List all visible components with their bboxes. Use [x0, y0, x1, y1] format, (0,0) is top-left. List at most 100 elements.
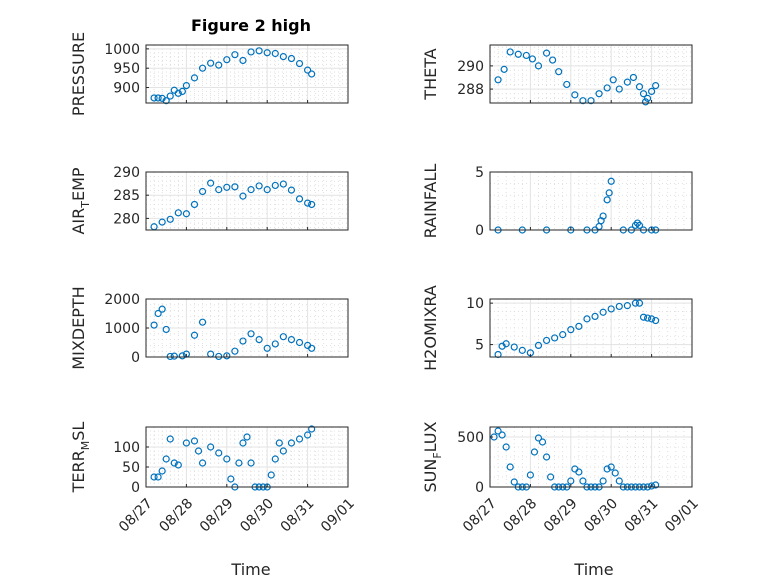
data-point [502, 340, 510, 348]
data-point [494, 76, 502, 84]
figure-title: Figure 2 high [191, 16, 311, 35]
y-axis-label: PRESSURE [69, 32, 88, 116]
y-tick-label: 290 [113, 165, 140, 181]
air-temp-axes: 280 285 290 AIRTEMP [69, 165, 349, 235]
data-point [308, 425, 316, 433]
sun-flux-axes: 0 500 08/27 08/28 08/29 08/30 08/31 09/01 SUNFLU… [421, 421, 702, 535]
data-point [510, 478, 518, 486]
data-point [247, 48, 255, 56]
data-point [304, 66, 312, 74]
data-point [263, 186, 271, 194]
rainfall-axes: 0 5 RAINFALL [421, 164, 693, 239]
x-tick-label: 08/27 [116, 496, 156, 536]
data-point [279, 447, 287, 455]
data-point [158, 305, 166, 313]
pressure-axes: 900 950 1000 PRESSURE [69, 32, 349, 116]
h2omixra-axes: 5 10 H2OMIXRA [421, 285, 693, 371]
data-point [271, 49, 279, 58]
data-point [607, 305, 615, 313]
data-point [615, 477, 623, 485]
data-point [227, 475, 235, 483]
data-point [591, 312, 599, 320]
data-point [279, 180, 287, 188]
data-point [542, 49, 551, 57]
grid [145, 298, 349, 358]
data-point [207, 59, 215, 67]
x-axis-label-left: Time [230, 560, 270, 579]
data-point [198, 318, 207, 326]
x-tick-label: 08/29 [197, 496, 237, 536]
data-point [247, 459, 255, 467]
data-point [295, 195, 304, 203]
axes-frame [145, 44, 349, 104]
x-tick-label: 08/27 [460, 496, 500, 536]
data-point [506, 48, 514, 56]
x-axis-label-right: Time [573, 560, 613, 579]
data-point [239, 56, 247, 65]
x-tick-label: 08/30 [581, 496, 621, 536]
y-tick-label: 0 [475, 480, 484, 496]
data-point [500, 65, 508, 73]
data-point [154, 94, 162, 102]
data-point [215, 352, 223, 361]
x-tick-label: 09/01 [662, 496, 702, 536]
data-point [223, 183, 231, 191]
data-point [243, 433, 251, 441]
data-point [295, 59, 304, 68]
data-point [652, 81, 660, 90]
data-point [551, 334, 559, 342]
grid [489, 426, 693, 488]
data-point [170, 352, 178, 360]
data-point [267, 471, 275, 479]
y-axis-label: RAINFALL [421, 164, 440, 239]
data-point [215, 186, 223, 194]
data-point [166, 215, 174, 223]
y-tick-label: 285 [113, 188, 140, 204]
data-point [287, 336, 296, 344]
data-point [615, 85, 623, 93]
data-point [235, 459, 243, 467]
data-point [162, 325, 170, 334]
y-tick-label: 500 [457, 430, 484, 446]
data-point [494, 350, 502, 359]
data-point [190, 331, 199, 339]
data-point [308, 200, 316, 209]
data-point [549, 56, 557, 64]
theta-axes: 288 290 THETA [421, 44, 693, 106]
data-point [247, 186, 255, 194]
y-tick-label: 0 [131, 350, 140, 366]
data-point [647, 87, 656, 96]
data-point [271, 340, 279, 348]
data-point [635, 221, 644, 229]
y-tick-label: 288 [457, 82, 484, 98]
data-series [494, 299, 660, 359]
data-point [623, 302, 631, 310]
y-tick-label: 10 [466, 296, 484, 312]
data-point [287, 439, 296, 447]
data-point [174, 89, 182, 97]
data-point [166, 352, 174, 361]
data-point [255, 47, 263, 55]
x-tick-label: 08/30 [237, 496, 277, 536]
data-point [534, 341, 543, 349]
data-point [502, 443, 510, 451]
data-point [615, 302, 623, 311]
data-point [190, 74, 199, 82]
data-point [571, 91, 579, 99]
axes-frame [489, 298, 693, 358]
data-point [579, 477, 587, 485]
x-tick-label: 08/28 [156, 496, 196, 536]
data-point [223, 56, 231, 64]
y-axis-label: THETA [421, 48, 440, 100]
data-series [150, 179, 316, 231]
y-tick-label: 100 [113, 440, 140, 456]
data-point [239, 337, 247, 345]
data-point [603, 196, 611, 204]
x-tick-label: 08/29 [541, 496, 581, 536]
data-point [182, 439, 190, 447]
data-point [207, 443, 215, 451]
data-point [518, 346, 526, 354]
y-tick-label: 5 [475, 338, 484, 354]
y-axis-label: MIXDEPTH [69, 286, 88, 369]
